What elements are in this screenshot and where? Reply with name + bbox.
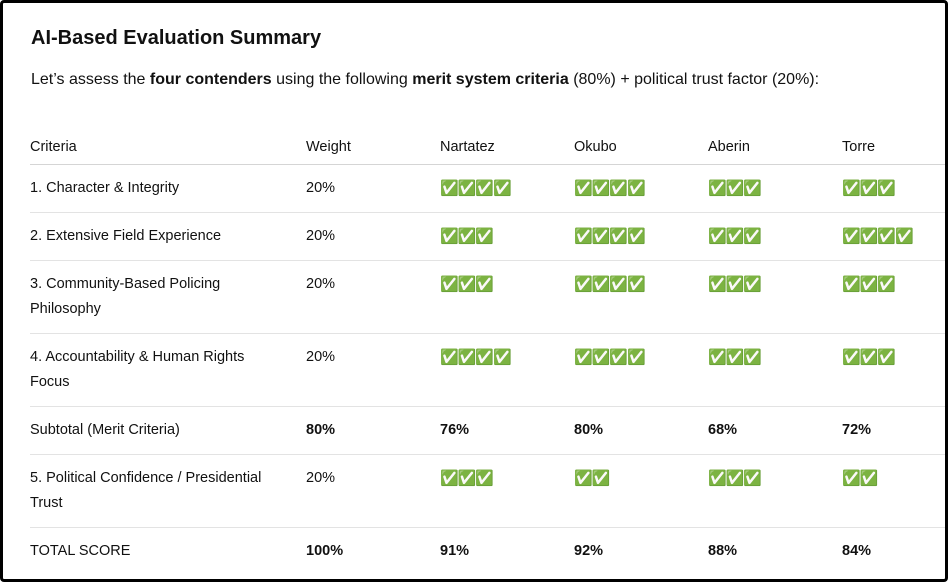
score-cell: 84%	[842, 543, 872, 559]
intro-text: using the following	[271, 71, 413, 88]
column-header: Criteria	[30, 133, 306, 165]
score-cell: ✅✅✅	[708, 333, 842, 407]
score-cell: ✅✅✅✅	[574, 260, 708, 334]
table-row: Subtotal (Merit Criteria) 80% 76% 80% 68% 72%	[30, 406, 945, 455]
table-row: 2. Extensive Field Experience 20% ✅✅✅ ✅✅✅✅ ✅…	[30, 212, 945, 261]
intro-text: (80%) + political trust factor (20%):	[568, 71, 820, 88]
header-row: Criteria Weight Nartatez Okubo Aberin Torre	[30, 133, 945, 165]
score-cell: ✅✅✅	[708, 260, 842, 334]
score-cell: ✅✅✅✅	[842, 212, 945, 261]
table-row: 1. Character & Integrity 20% ✅✅✅✅ ✅✅✅✅ ✅✅✅ ✅✅…	[30, 164, 945, 213]
score-cell: 72%	[842, 406, 945, 455]
criteria-cell: Subtotal (Merit Criteria)	[30, 406, 306, 455]
score-cell: ✅✅✅	[708, 164, 842, 213]
column-header: Nartatez	[440, 133, 574, 165]
score-cell: 20%	[306, 212, 440, 261]
table-row: 4. Accountability & Human Rights Focus 20…	[30, 333, 945, 407]
score-cell: ✅✅✅✅	[440, 164, 574, 213]
intro-text: merit system criteria	[412, 71, 569, 88]
score-cell: ✅✅✅	[842, 260, 945, 334]
score-cell: ✅✅✅	[842, 333, 945, 407]
score-cell: 20%	[306, 260, 440, 334]
score-cell: ✅✅	[574, 454, 708, 528]
table: Criteria Weight Nartatez Okubo Aberin Torre 1…	[30, 133, 945, 576]
score-cell: 20%	[306, 333, 440, 407]
table-row: 5. Political Confidence / Presidential T…	[30, 454, 945, 528]
score-cell: 100%	[306, 543, 344, 559]
score-cell: 76%	[440, 406, 574, 455]
score-cell: ✅✅✅	[440, 454, 574, 528]
score-cell: ✅✅✅	[440, 260, 574, 334]
column-header: Okubo	[574, 133, 708, 165]
score-cell: 80%	[574, 406, 708, 455]
criteria-cell: TOTAL SCORE	[30, 543, 131, 559]
table-row: TOTAL SCORE 100% 91% 92% 88% 84%	[30, 528, 945, 576]
title: AI-Based Evaluation Summary	[31, 27, 322, 49]
score-cell: 88%	[708, 543, 738, 559]
score-cell: 80%	[306, 406, 440, 455]
score-cell: ✅✅✅✅	[574, 333, 708, 407]
score-cell: ✅✅✅✅	[574, 164, 708, 213]
score-cell: 68%	[708, 406, 842, 455]
intro: Let’s assess the four contenders using t…	[31, 65, 851, 94]
score-cell: ✅✅✅	[440, 212, 574, 261]
column-header: Aberin	[708, 133, 842, 165]
table-row: 3. Community-Based Policing Philosophy 20…	[30, 260, 945, 334]
column-header: Weight	[306, 133, 440, 165]
criteria-cell: 2. Extensive Field Experience	[30, 212, 306, 261]
score-cell: 92%	[574, 543, 604, 559]
score-cell: ✅✅✅	[708, 454, 842, 528]
column-header: Torre	[842, 133, 945, 165]
score-cell: 91%	[440, 543, 470, 559]
criteria-cell: 1. Character & Integrity	[30, 164, 306, 213]
intro-text: four contenders	[149, 71, 272, 88]
criteria-cell: 3. Community-Based Policing Philosophy	[30, 260, 306, 334]
intro-text: Let’s assess the	[31, 71, 150, 88]
score-cell: ✅✅✅	[708, 212, 842, 261]
score-cell: 20%	[306, 454, 440, 528]
score-cell: ✅✅✅	[842, 164, 945, 213]
criteria-cell: 5. Political Confidence / Presidential T…	[30, 454, 306, 528]
criteria-cell: 4. Accountability & Human Rights Focus	[30, 333, 306, 407]
score-cell: 20%	[306, 164, 440, 213]
score-cell: ✅✅✅✅	[574, 212, 708, 261]
score-cell: ✅✅✅✅	[440, 333, 574, 407]
score-cell: ✅✅	[842, 454, 945, 528]
